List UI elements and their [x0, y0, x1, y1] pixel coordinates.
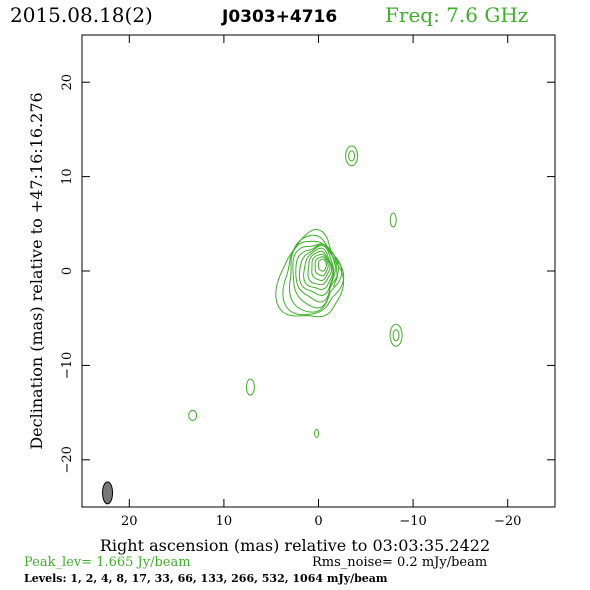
- core-contour: [295, 243, 336, 303]
- x-tick-label: −20: [494, 514, 521, 529]
- x-tick-label: −10: [399, 514, 426, 529]
- core-contour: [303, 247, 334, 291]
- core-contour: [332, 257, 338, 288]
- core-contour: [282, 234, 345, 316]
- core-contour: [314, 256, 329, 277]
- y-axis-label: Declination (mas) relative to +47:16:16.…: [27, 92, 46, 449]
- observation-date: 2015.08.18(2): [10, 3, 153, 27]
- contour-levels: Levels: 1, 2, 4, 8, 17, 33, 66, 133, 266…: [24, 572, 388, 585]
- axis-ticks: 20 10 0 −10 −20 20 10 0 −10 −20: [60, 35, 555, 529]
- x-tick-label: 0: [314, 514, 322, 529]
- y-tick-label: 10: [60, 168, 75, 185]
- y-tick-label: −20: [60, 446, 75, 473]
- peak-level: Peak_lev= 1.665 Jy/beam: [24, 555, 191, 570]
- core-contour: [318, 258, 327, 272]
- contour-group: [102, 145, 403, 505]
- rms-noise: Rms_noise= 0.2 mJy/beam: [312, 555, 487, 570]
- component-contour: [389, 323, 403, 347]
- core-contour: [275, 228, 344, 318]
- core-contour: [307, 250, 333, 286]
- component-contour: [345, 145, 359, 167]
- frequency-label: Freq: 7.6 GHz: [385, 3, 528, 27]
- component-contour: [392, 329, 400, 342]
- component-contour: [389, 212, 397, 228]
- y-tick-label: −10: [60, 352, 75, 379]
- core-contour: [298, 244, 335, 297]
- component-contour: [188, 409, 198, 421]
- y-tick-label: 0: [60, 267, 75, 275]
- core-contour: [311, 253, 331, 282]
- component-contour: [348, 150, 356, 162]
- beam-ellipse: [102, 481, 114, 505]
- x-tick-label: 10: [216, 514, 233, 529]
- x-axis-label: Right ascension (mas) relative to 03:03:…: [100, 536, 490, 555]
- x-tick-label: 20: [121, 514, 138, 529]
- y-tick-label: 20: [60, 74, 75, 91]
- source-name: J0303+4716: [221, 7, 337, 27]
- component-contour: [314, 428, 320, 438]
- component-contour: [245, 378, 255, 396]
